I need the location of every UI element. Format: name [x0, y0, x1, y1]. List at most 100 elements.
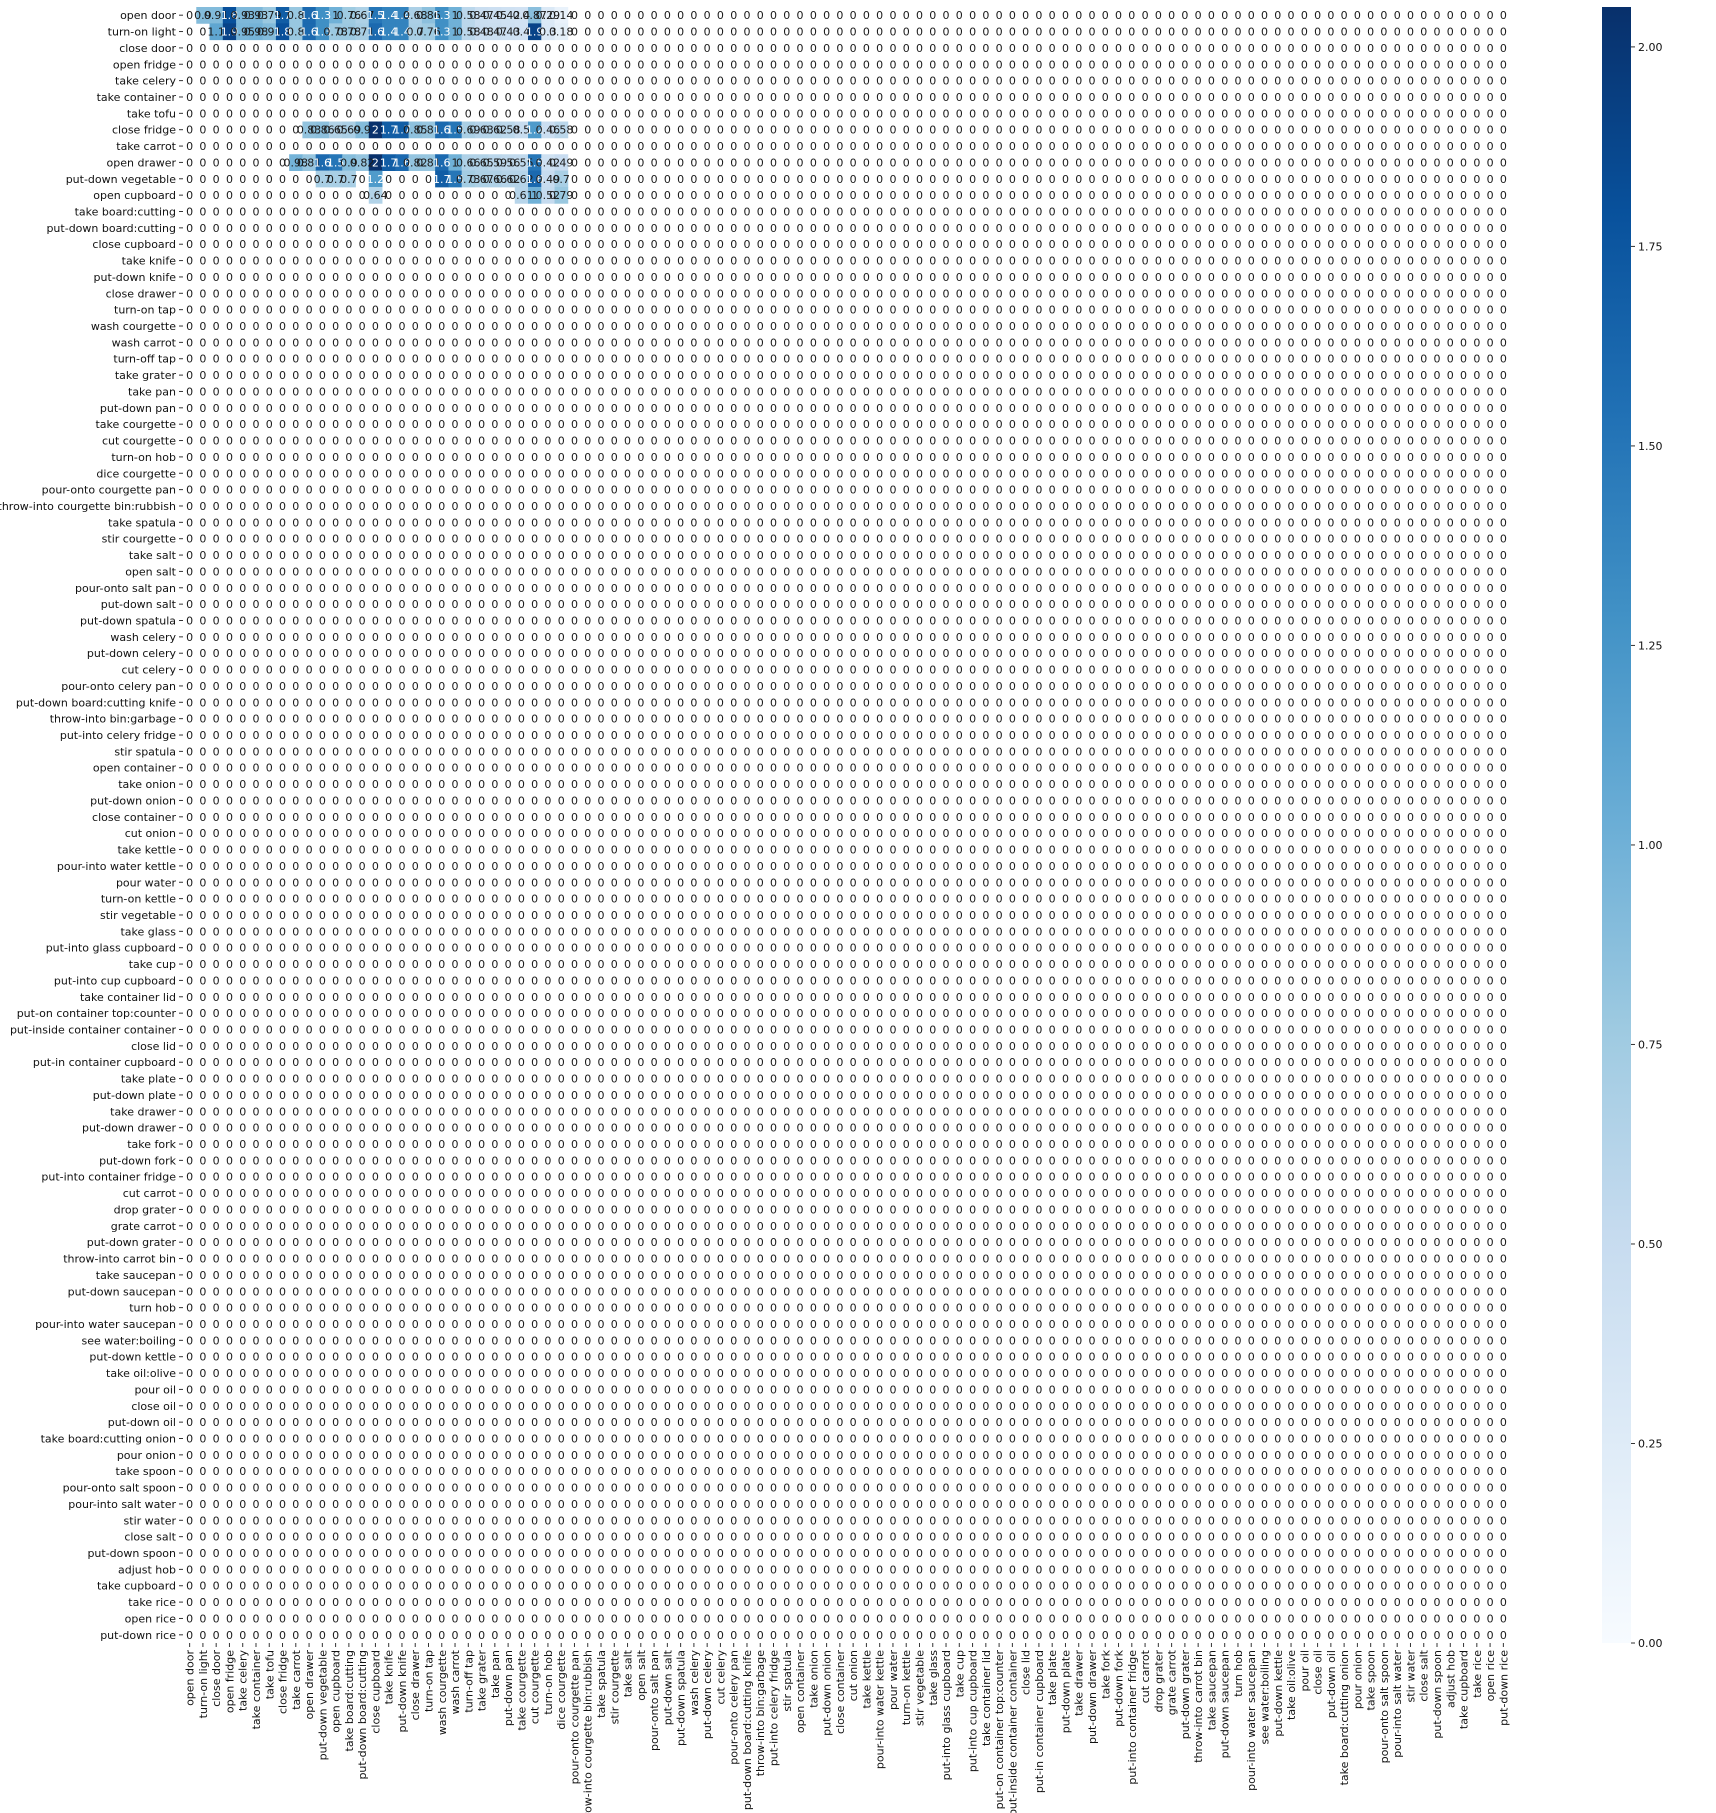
cell-value: 0	[398, 206, 405, 219]
cell-value: 0	[465, 745, 472, 758]
cell-value: 0	[425, 647, 432, 660]
cell-value: 0	[558, 287, 565, 300]
cell-value: 0	[1075, 189, 1082, 202]
cell-value: 0	[571, 124, 578, 137]
cell-value: 0	[1500, 42, 1507, 55]
cell-value: 0	[491, 435, 498, 448]
cell-value: 0	[611, 369, 618, 382]
row-label-close-salt: close salt	[124, 1531, 176, 1544]
cell-value: 0	[571, 402, 578, 415]
cell-value: 0	[1460, 516, 1467, 529]
cell-value: 0	[863, 336, 870, 349]
cell-value: 0	[332, 745, 339, 758]
cell-value: 0	[1473, 91, 1480, 104]
cell-value: 0	[1221, 9, 1228, 22]
cell-value: 0	[1049, 598, 1056, 611]
cell-value: 0	[239, 615, 246, 628]
cell-value: 0	[319, 713, 326, 726]
cell-value: 0	[1208, 9, 1215, 22]
cell-value: 0	[1301, 287, 1308, 300]
cell-value: 0	[1500, 402, 1507, 415]
cell-value: 0	[996, 75, 1003, 88]
cell-value: 0	[1500, 9, 1507, 22]
cell-value: 0	[531, 762, 538, 775]
cell-value: 0	[1049, 762, 1056, 775]
cell-value: 0	[345, 745, 352, 758]
cell-value: 0	[956, 173, 963, 186]
cell-value: 0	[1195, 762, 1202, 775]
cell-value: 0	[452, 336, 459, 349]
cell-value: 0	[1049, 582, 1056, 595]
cell-value: 0	[398, 598, 405, 611]
cell-value: 0	[664, 745, 671, 758]
cell-value: 0	[465, 402, 472, 415]
cell-value: 0	[797, 565, 804, 578]
cell-value: 0	[969, 238, 976, 251]
cell-value: 0	[239, 745, 246, 758]
cell-value: 0	[797, 304, 804, 317]
cell-value: 0	[1500, 598, 1507, 611]
cell-value: 0	[943, 533, 950, 546]
cell-value: 0	[332, 500, 339, 513]
row-label-take-spatula: take spatula	[108, 516, 176, 529]
cell-value: 0	[823, 238, 830, 251]
cell-value: 0	[704, 91, 711, 104]
heatmap-cell	[315, 154, 330, 171]
cell-value: 0	[1274, 582, 1281, 595]
cell-value: 0	[903, 91, 910, 104]
cell-value: 0	[1460, 549, 1467, 562]
heatmap-cell	[328, 23, 343, 41]
cell-value: 0	[1115, 26, 1122, 39]
cell-value: 0	[478, 222, 485, 235]
cell-value: 0	[1420, 173, 1427, 186]
cell-value: 0	[544, 140, 551, 153]
cell-value: 0	[319, 664, 326, 677]
cell-value: 0	[1434, 385, 1441, 398]
cell-value: 0	[1022, 451, 1029, 464]
cell-value: 0	[982, 500, 989, 513]
cell-value: 0	[836, 238, 843, 251]
cell-value: 0	[544, 565, 551, 578]
cell-value: 0	[903, 304, 910, 317]
cell-value: 0	[1009, 615, 1016, 628]
cell-value: 0	[491, 271, 498, 284]
cell-value: 0	[863, 206, 870, 219]
cell-value: 0	[889, 582, 896, 595]
cell-value: 0	[903, 124, 910, 137]
cell-value: 0	[571, 385, 578, 398]
cell-value: 0	[1234, 91, 1241, 104]
cell-value: 0	[531, 75, 538, 88]
cell-value: 0	[1062, 402, 1069, 415]
cell-value: 0	[1062, 287, 1069, 300]
cell-value: 0	[810, 745, 817, 758]
cell-value: 0	[1168, 271, 1175, 284]
cell-value: 0	[637, 91, 644, 104]
cell-value: 0	[969, 369, 976, 382]
cell-value: 0	[1195, 271, 1202, 284]
cell-value: 0	[836, 336, 843, 349]
cell-value: 0	[478, 500, 485, 513]
cell-value: 0	[1195, 435, 1202, 448]
cell-value: 0	[398, 680, 405, 693]
cell-value: 0	[690, 271, 697, 284]
cell-value: 0	[372, 222, 379, 235]
cell-value: 0	[1208, 549, 1215, 562]
cell-value: 0	[598, 75, 605, 88]
cell-value: 0	[916, 107, 923, 120]
cell-value: 0	[1155, 615, 1162, 628]
cell-value: 0	[943, 729, 950, 742]
heatmap-cell	[554, 121, 569, 139]
cell-value: 0	[823, 173, 830, 186]
cell-value: 0	[359, 696, 366, 709]
cell-value: 0	[956, 500, 963, 513]
cell-value: 0	[385, 75, 392, 88]
cell-value: 0	[1234, 451, 1241, 464]
cell-value: 0	[996, 598, 1003, 611]
cell-value: 0	[916, 26, 923, 39]
cell-value: 0.49	[549, 156, 574, 169]
cell-value: 0	[1208, 484, 1215, 497]
cell-value: 0	[332, 762, 339, 775]
cell-value: 0	[279, 435, 286, 448]
cell-value: 0	[1115, 173, 1122, 186]
